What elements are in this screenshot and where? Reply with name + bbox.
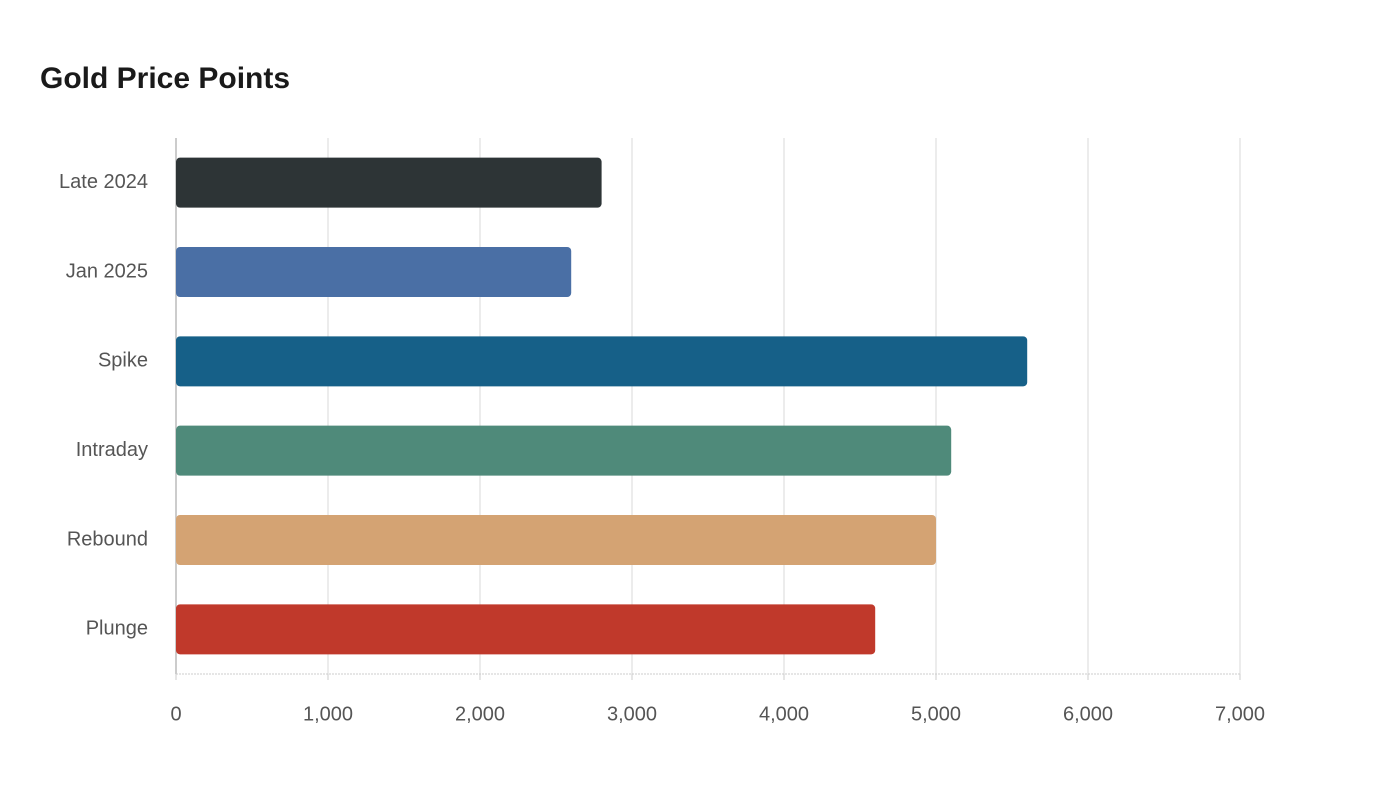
x-tick-label: 4,000: [759, 703, 809, 725]
y-tick-label: Spike: [98, 350, 148, 372]
x-tick-label: 2,000: [455, 703, 505, 725]
x-tick-label: 3,000: [607, 703, 657, 725]
x-tick-label: 0: [170, 703, 181, 725]
y-tick-label: Jan 2025: [66, 260, 148, 282]
chart-title: Gold Price Points: [40, 62, 290, 95]
x-tick-label: 7,000: [1215, 703, 1265, 725]
y-tick-label: Plunge: [86, 618, 148, 640]
y-tick-label: Intraday: [76, 439, 148, 461]
bar: [176, 157, 602, 208]
bar: [176, 336, 1028, 387]
bar: [176, 425, 952, 476]
x-tick-label: 6,000: [1063, 703, 1113, 725]
y-tick-label: Late 2024: [59, 171, 148, 193]
x-tick-label: 5,000: [911, 703, 961, 725]
bar: [176, 604, 876, 655]
bar: [176, 247, 572, 297]
bar: [176, 515, 936, 565]
y-tick-label: Rebound: [67, 528, 148, 550]
x-tick-label: 1,000: [303, 703, 353, 725]
